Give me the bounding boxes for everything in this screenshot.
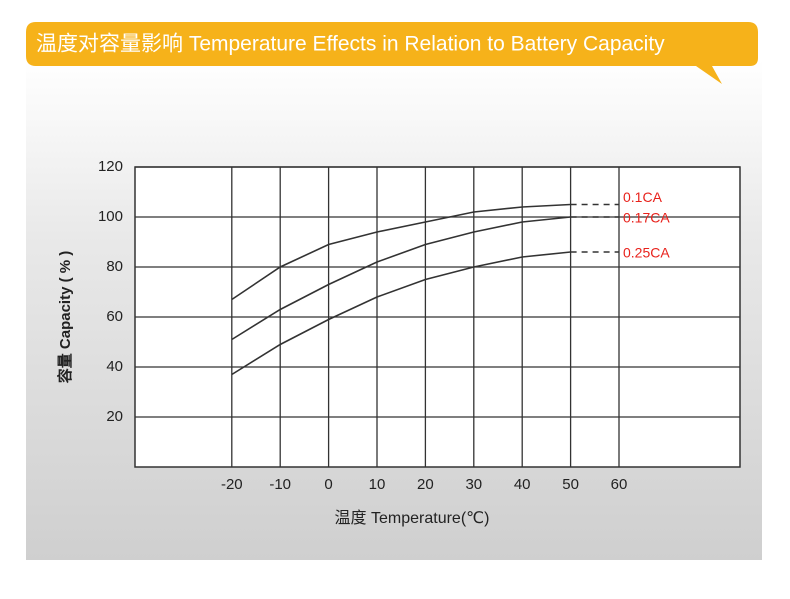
y-axis-label: 容量 Capacity ( % ) bbox=[56, 251, 74, 385]
y-tick-label: 20 bbox=[106, 408, 123, 425]
title-banner bbox=[26, 22, 758, 84]
series-line bbox=[231, 251, 571, 376]
y-tick-label: 80 bbox=[106, 258, 123, 275]
x-tick-label: -20 bbox=[221, 476, 243, 493]
x-tick-label: 50 bbox=[562, 476, 579, 493]
x-tick-label: 0 bbox=[324, 476, 332, 493]
series-line bbox=[231, 216, 571, 341]
x-tick-label: -10 bbox=[269, 476, 291, 493]
y-tick-label: 120 bbox=[98, 158, 123, 175]
y-tick-label: 100 bbox=[98, 208, 123, 225]
series-label: 0.25CA bbox=[623, 245, 670, 261]
y-tick-label: 60 bbox=[106, 308, 123, 325]
x-tick-label: 30 bbox=[465, 476, 482, 493]
x-tick-label: 20 bbox=[417, 476, 434, 493]
series-label: 0.17CA bbox=[623, 210, 670, 226]
series-label: 0.1CA bbox=[623, 189, 663, 205]
x-tick-label: 10 bbox=[369, 476, 386, 493]
x-tick-label: 40 bbox=[514, 476, 531, 493]
series-line bbox=[231, 203, 571, 301]
x-axis-label: 温度 Temperature(℃) bbox=[335, 509, 490, 527]
chart-title: 温度对容量影响 Temperature Effects in Relation … bbox=[36, 33, 665, 56]
x-tick-label: 60 bbox=[611, 476, 628, 493]
y-tick-label: 40 bbox=[106, 358, 123, 375]
